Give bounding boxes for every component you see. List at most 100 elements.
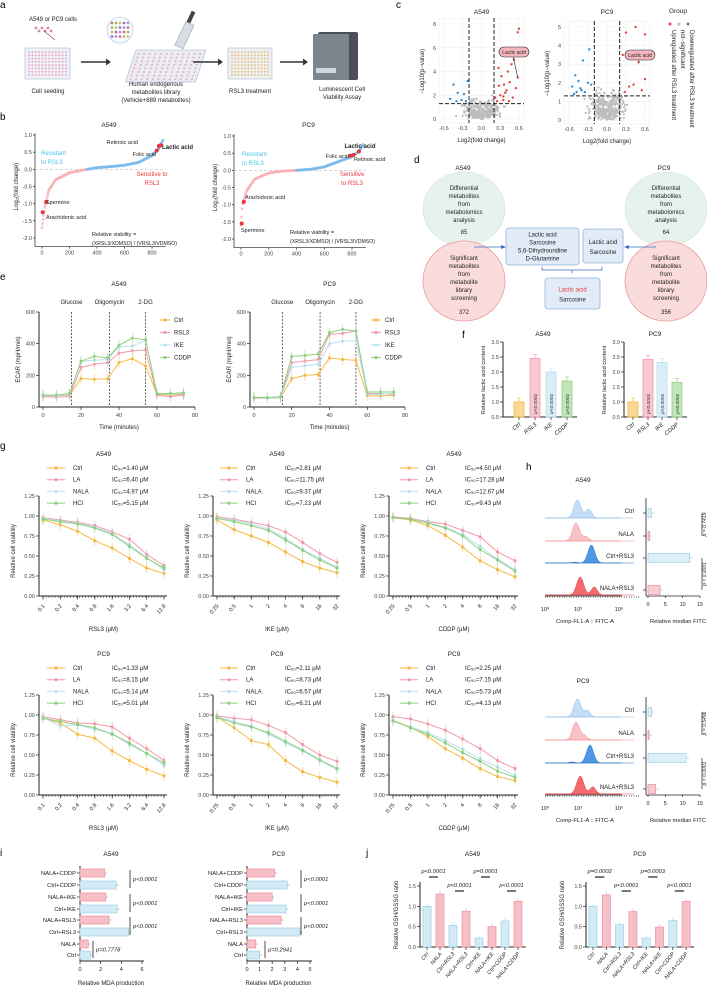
not-significant-point (612, 96, 615, 99)
legend-label: HCl (246, 701, 256, 707)
x-tick-label: 4 (460, 603, 467, 609)
y-tick-label: 1.00 (374, 514, 385, 520)
ecar-point (303, 354, 307, 358)
well (34, 57, 37, 60)
ecar-line-cddp (254, 328, 394, 398)
legend-label: NALA (246, 689, 262, 695)
mda-bar (246, 880, 288, 890)
well (260, 67, 263, 70)
x-tick-label: 200 (65, 251, 74, 257)
ic50-label: IC₅₀=6.21 μM (285, 701, 321, 707)
x-tick-label: 3.2 (123, 603, 133, 613)
ecar-point (68, 392, 72, 396)
legend-marker (54, 701, 58, 705)
median-fitc-bar (647, 753, 687, 763)
metabolomics-count: 85 (461, 230, 468, 236)
legend-label: Ctrl (174, 318, 183, 324)
well (165, 71, 168, 73)
category-label: Ctrl+CDDP (214, 883, 243, 889)
data-point (495, 769, 500, 773)
well (151, 78, 154, 81)
y-tick-label: 2.0 (612, 370, 620, 376)
y-axis-label: Relative cell viability (185, 524, 191, 578)
well (141, 56, 145, 59)
well (147, 74, 150, 77)
upregulated-point (511, 96, 514, 99)
hist-x-label: Comp-FL1-A :: FITC-A (556, 818, 614, 824)
data-point (110, 732, 114, 736)
downregulated-point (579, 87, 582, 90)
data-point (408, 726, 413, 730)
data-point (478, 559, 482, 563)
well (237, 60, 240, 63)
sensitive-label: to RSL3 (341, 181, 363, 187)
bar-tick-label: 0 (646, 602, 649, 608)
not-significant-point (600, 88, 603, 91)
y-tick-label: 0 (32, 405, 35, 411)
not-significant-point (489, 104, 492, 108)
data-point (93, 726, 97, 730)
y-tick-label: 1.5 (491, 385, 499, 391)
ic50-label: IC₅₀=9.37 μM (285, 489, 321, 495)
x-axis-label: Relative MDA production (245, 981, 311, 987)
bar-ctrl (513, 401, 525, 418)
row-label: NALA (618, 731, 634, 737)
well (234, 70, 237, 73)
not-significant-point (615, 97, 618, 100)
library-well (122, 26, 126, 29)
well (61, 67, 64, 70)
y-tick-label: -1.0 (23, 202, 32, 208)
sensitive-label: RSL3 (144, 181, 160, 187)
well (250, 51, 253, 53)
screening-count: 356 (661, 310, 672, 316)
panel-label-b: b (0, 112, 6, 123)
y-axis-label: Relative cell viability (11, 524, 17, 578)
p-value-label: p<0.0001 (303, 901, 328, 907)
well (267, 67, 269, 70)
library-well (114, 21, 118, 25)
median-fitc-bar (647, 730, 650, 740)
data-point (426, 722, 430, 726)
well (158, 56, 161, 59)
y-tick-label: 0.50 (374, 554, 385, 560)
ic50-label: IC₅₀=8.73 μM (285, 678, 321, 684)
library-label-line: metabolites library (132, 90, 181, 96)
ecar-point (316, 352, 320, 356)
y-tick-label: 400 (237, 342, 246, 348)
f-title: A549 (535, 331, 551, 338)
data-point (408, 517, 413, 521)
ecar-point (341, 358, 345, 361)
not-significant-point (477, 106, 481, 109)
median-fitc-bar (647, 553, 690, 563)
mda-bar (246, 927, 301, 937)
well (240, 64, 243, 67)
data-point (301, 548, 305, 553)
not-significant-point (610, 102, 613, 106)
d-title-pc9: PC9 (658, 165, 671, 172)
well (257, 51, 260, 53)
data-point (215, 516, 219, 521)
ecar-point (290, 354, 294, 358)
y-tick-label: 0.0 (574, 945, 582, 951)
not-significant-point (504, 105, 507, 108)
well (58, 67, 61, 70)
well (131, 71, 134, 73)
y-tick-label: 0.25 (24, 574, 35, 580)
data-point (461, 737, 465, 741)
downregulated-point (577, 79, 580, 83)
labeled-metabolite-point (241, 199, 246, 204)
well (51, 57, 54, 60)
y-tick-label: 0.5 (24, 150, 32, 156)
data-point (391, 719, 395, 723)
well (44, 51, 47, 53)
gsh-bar (628, 911, 638, 948)
ecar-point (117, 351, 121, 355)
y-tick-label: 2 (433, 93, 436, 99)
a549-overlap-box-item: Lactic acid (528, 233, 556, 239)
x-tick-label: 20 (78, 413, 84, 419)
well (166, 67, 169, 70)
not-significant-point (473, 109, 477, 112)
y-tick-label: 1.5 (408, 884, 416, 890)
panel-label-d: d (414, 155, 420, 166)
well (263, 51, 266, 53)
